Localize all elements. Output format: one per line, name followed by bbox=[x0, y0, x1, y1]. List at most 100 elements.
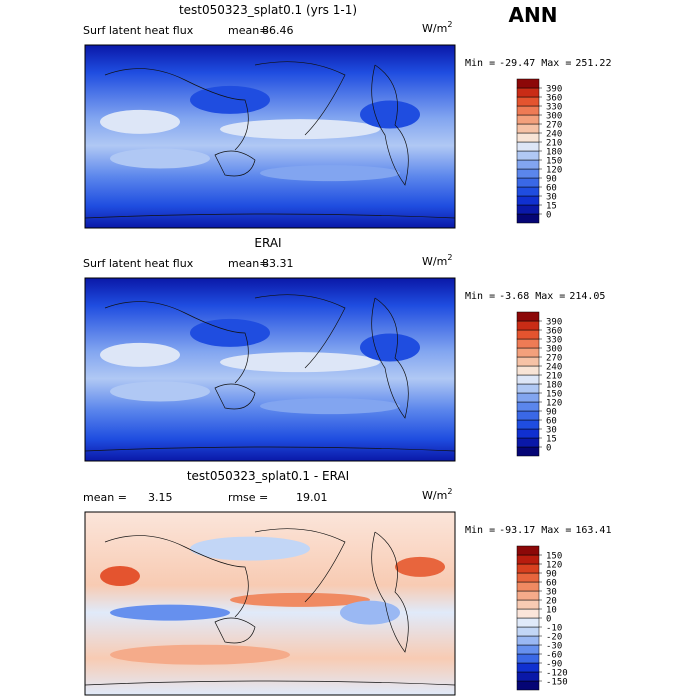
colorbar-box bbox=[516, 96, 540, 107]
colorbar-box bbox=[516, 608, 540, 619]
min-label: Min = bbox=[465, 58, 495, 69]
colorbar-label: 0 bbox=[546, 615, 551, 625]
colorbar-label: 10 bbox=[546, 606, 557, 616]
max-value: 163.41 bbox=[575, 525, 611, 536]
min-value: -3.68 bbox=[499, 291, 529, 302]
colorbar-label: 60 bbox=[546, 417, 557, 427]
colorbar-label: 180 bbox=[546, 381, 562, 391]
min-max: Min = -3.68 Max = 214.05 bbox=[465, 291, 605, 302]
colorbar-label: 330 bbox=[546, 336, 562, 346]
colorbar-box bbox=[516, 356, 540, 367]
map-region bbox=[260, 398, 400, 415]
colorbar-label: 120 bbox=[546, 399, 562, 409]
min-label: Min = bbox=[465, 525, 495, 536]
stat1-value: 86.46 bbox=[262, 24, 294, 37]
colorbar-box bbox=[516, 680, 540, 691]
colorbar-box bbox=[516, 428, 540, 439]
colorbar-label: -150 bbox=[546, 678, 568, 688]
colorbar-label: -30 bbox=[546, 642, 562, 652]
min-max: Min = -29.47 Max = 251.22 bbox=[465, 58, 611, 69]
colorbar-label: -20 bbox=[546, 633, 562, 643]
colorbar-label: 240 bbox=[546, 130, 562, 140]
units: W/m2 bbox=[422, 20, 452, 35]
colorbar-box bbox=[516, 419, 540, 430]
colorbar-label: 90 bbox=[546, 175, 557, 185]
map-region bbox=[260, 165, 400, 182]
colorbar-label: 330 bbox=[546, 103, 562, 113]
colorbar-label: 0 bbox=[546, 211, 551, 221]
colorbar-label: 360 bbox=[546, 327, 562, 337]
panel-title: ERAI bbox=[254, 236, 281, 250]
season-title: ANN bbox=[509, 3, 558, 27]
min-value: -93.17 bbox=[499, 525, 535, 536]
max-label: Max = bbox=[541, 525, 571, 536]
map-region bbox=[340, 600, 400, 625]
map-region bbox=[220, 352, 380, 373]
colorbar-box bbox=[516, 213, 540, 224]
stat2-label: rmse = bbox=[228, 491, 268, 504]
colorbar-label: 390 bbox=[546, 318, 562, 328]
colorbar-box bbox=[516, 617, 540, 628]
colorbar-box bbox=[516, 374, 540, 385]
colorbar-box bbox=[516, 599, 540, 610]
colorbar-box bbox=[516, 365, 540, 376]
coastline bbox=[84, 294, 456, 452]
colorbar-label: 15 bbox=[546, 435, 557, 445]
colorbar-box bbox=[516, 195, 540, 206]
colorbar-box bbox=[516, 644, 540, 655]
colorbar-label: -60 bbox=[546, 651, 562, 661]
stat1-label: mean= bbox=[228, 257, 268, 270]
colorbar-label: 150 bbox=[546, 157, 562, 167]
colorbar-label: -90 bbox=[546, 660, 562, 670]
colorbar-box bbox=[516, 87, 540, 98]
colorbar-box bbox=[516, 626, 540, 637]
colorbar-box bbox=[516, 141, 540, 152]
colorbar-label: 150 bbox=[546, 390, 562, 400]
colorbar-label: 30 bbox=[546, 588, 557, 598]
colorbar-box bbox=[516, 177, 540, 188]
colorbar-label: 210 bbox=[546, 372, 562, 382]
colorbar-box bbox=[516, 329, 540, 340]
min-max: Min = -93.17 Max = 163.41 bbox=[465, 525, 611, 536]
colorbar-label: -10 bbox=[546, 624, 562, 634]
colorbar-box bbox=[516, 347, 540, 358]
coastline bbox=[84, 61, 456, 219]
stat1-label: mean = bbox=[83, 491, 127, 504]
colorbar-box bbox=[516, 671, 540, 682]
colorbar-box bbox=[516, 446, 540, 457]
units-power: 2 bbox=[447, 253, 452, 262]
units-base: W/m bbox=[422, 255, 447, 268]
map-region bbox=[110, 148, 210, 169]
colorbar-label: 60 bbox=[546, 579, 557, 589]
colorbar-label: 180 bbox=[546, 148, 562, 158]
stat1-label: mean= bbox=[228, 24, 268, 37]
panel-title: test050323_splat0.1 (yrs 1-1) bbox=[179, 3, 357, 17]
colorbar-box bbox=[516, 114, 540, 125]
colorbar-box bbox=[516, 635, 540, 646]
colorbar-label: 270 bbox=[546, 354, 562, 364]
colorbar-label: 30 bbox=[546, 193, 557, 203]
colorbar-label: 300 bbox=[546, 112, 562, 122]
colorbar-box bbox=[516, 150, 540, 161]
max-label: Max = bbox=[535, 291, 565, 302]
colorbar-box bbox=[516, 662, 540, 673]
colorbar-box bbox=[516, 132, 540, 143]
map-region bbox=[100, 109, 180, 134]
map-region bbox=[220, 119, 380, 140]
colorbar-box bbox=[516, 590, 540, 601]
max-value: 214.05 bbox=[569, 291, 605, 302]
colorbar-box bbox=[516, 563, 540, 574]
colorbar-label: 120 bbox=[546, 561, 562, 571]
units-base: W/m bbox=[422, 489, 447, 502]
map-region bbox=[395, 556, 445, 577]
map-region bbox=[110, 381, 210, 402]
colorbar-box bbox=[516, 554, 540, 565]
max-value: 251.22 bbox=[575, 58, 611, 69]
colorbar-label: 30 bbox=[546, 426, 557, 436]
stat1-value: 83.31 bbox=[262, 257, 294, 270]
map-frame bbox=[84, 277, 456, 462]
map-region bbox=[190, 318, 270, 347]
variable-label: Surf latent heat flux bbox=[83, 24, 194, 37]
colorbar-label: 150 bbox=[546, 552, 562, 562]
